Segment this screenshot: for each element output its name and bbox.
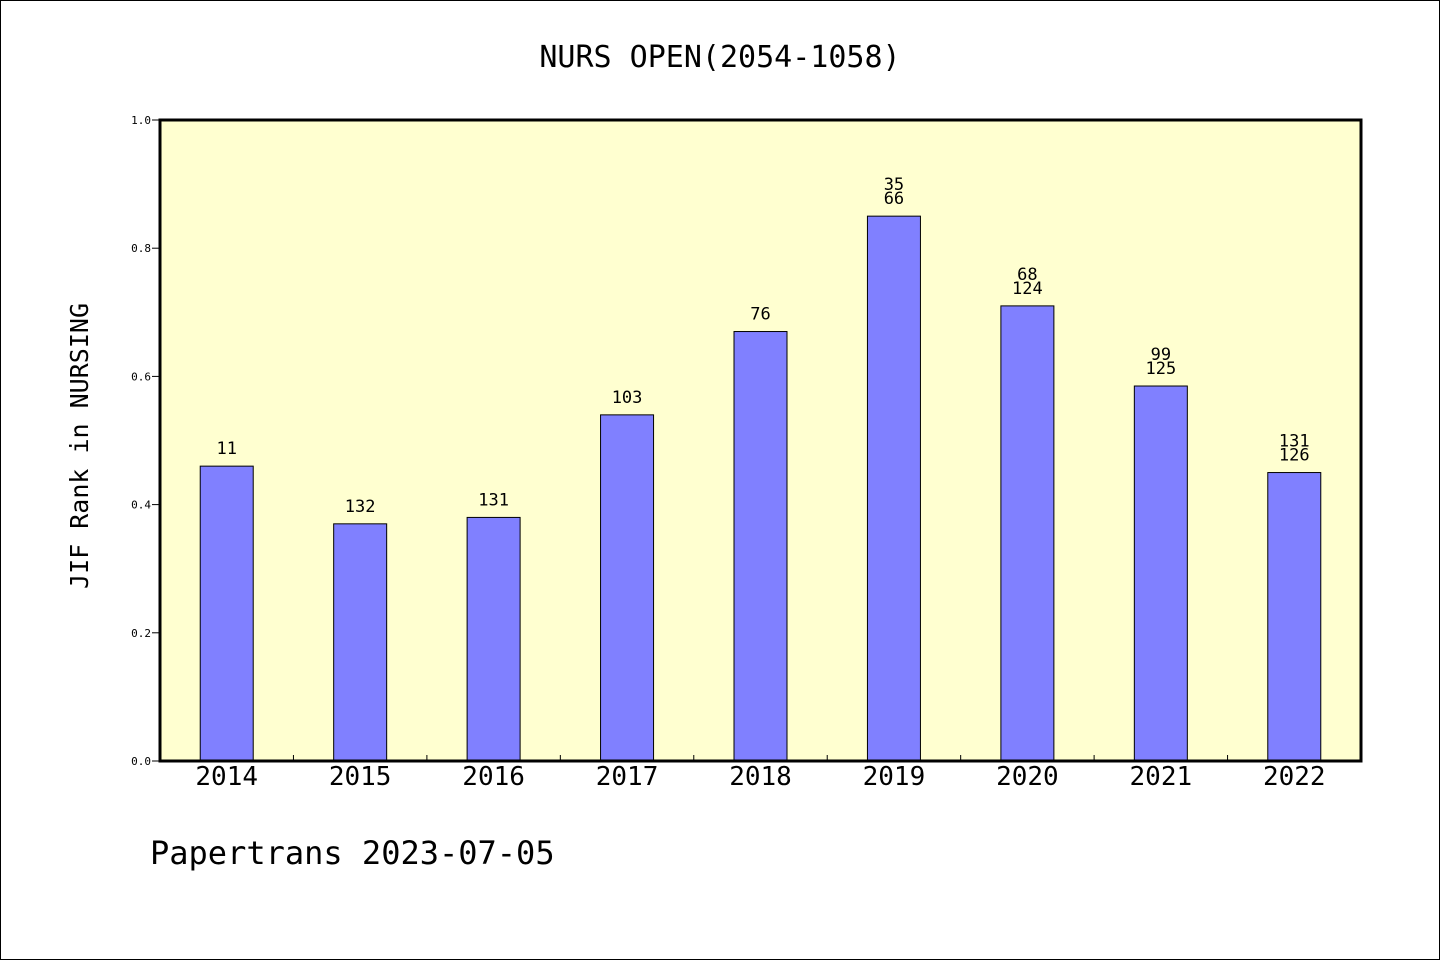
- bar-2019: [866, 215, 921, 762]
- rank-label-2020-2: 124: [1012, 279, 1043, 299]
- y-tick-label: 0.4: [131, 499, 151, 512]
- rank-label-2019-2: 66: [884, 189, 904, 209]
- y-axis-label: JIF Rank in NURSING: [65, 303, 94, 589]
- bar-2016: [466, 516, 521, 762]
- x-tick-label-2016: 2016: [462, 762, 525, 792]
- bar-2022: [1267, 472, 1322, 762]
- labels-layer: 2014112015132201613120171032018762019356…: [131, 114, 1325, 792]
- bar-2015: [333, 523, 388, 762]
- x-tick-label-2022: 2022: [1263, 762, 1326, 792]
- x-tick-label-2020: 2020: [996, 762, 1059, 792]
- y-tick-label: 0.0: [131, 755, 151, 768]
- rank-label-2022-1: 131: [1279, 432, 1310, 452]
- rank-label-2021-2: 125: [1145, 359, 1176, 379]
- bar-2021: [1133, 385, 1188, 762]
- x-tick-label-2019: 2019: [863, 762, 926, 792]
- bar-2014: [199, 465, 254, 762]
- rank-label-2014-1: 11: [216, 439, 236, 459]
- y-tick-label: 0.6: [131, 370, 151, 383]
- footer-text: Papertrans 2023-07-05: [150, 834, 555, 872]
- rank-label-2016-1: 131: [478, 490, 509, 510]
- rank-label-2021-1: 99: [1151, 345, 1171, 365]
- rank-label-2022-2: 126: [1279, 446, 1310, 466]
- y-tick-label: 0.8: [131, 242, 151, 255]
- rank-label-2019-1: 35: [884, 175, 904, 195]
- bar-2020: [1000, 305, 1055, 762]
- chart-title: NURS OPEN(2054-1058): [539, 40, 900, 75]
- bars-layer: [199, 215, 1322, 762]
- x-tick-label-2018: 2018: [729, 762, 792, 792]
- rank-label-2017-1: 103: [612, 388, 643, 408]
- rank-label-2018-1: 76: [750, 305, 770, 325]
- plot-border: [158, 118, 1363, 763]
- rank-label-2015-1: 132: [345, 497, 376, 517]
- y-tick-label: 0.2: [131, 627, 151, 640]
- rank-label-2020-1: 68: [1017, 265, 1037, 285]
- x-tick-label-2021: 2021: [1130, 762, 1193, 792]
- bar-2018: [733, 331, 788, 762]
- bar-2017: [600, 414, 655, 762]
- x-tick-label-2015: 2015: [329, 762, 392, 792]
- y-tick-label: 1.0: [131, 114, 151, 127]
- x-tick-label-2014: 2014: [195, 762, 258, 792]
- x-tick-label-2017: 2017: [596, 762, 659, 792]
